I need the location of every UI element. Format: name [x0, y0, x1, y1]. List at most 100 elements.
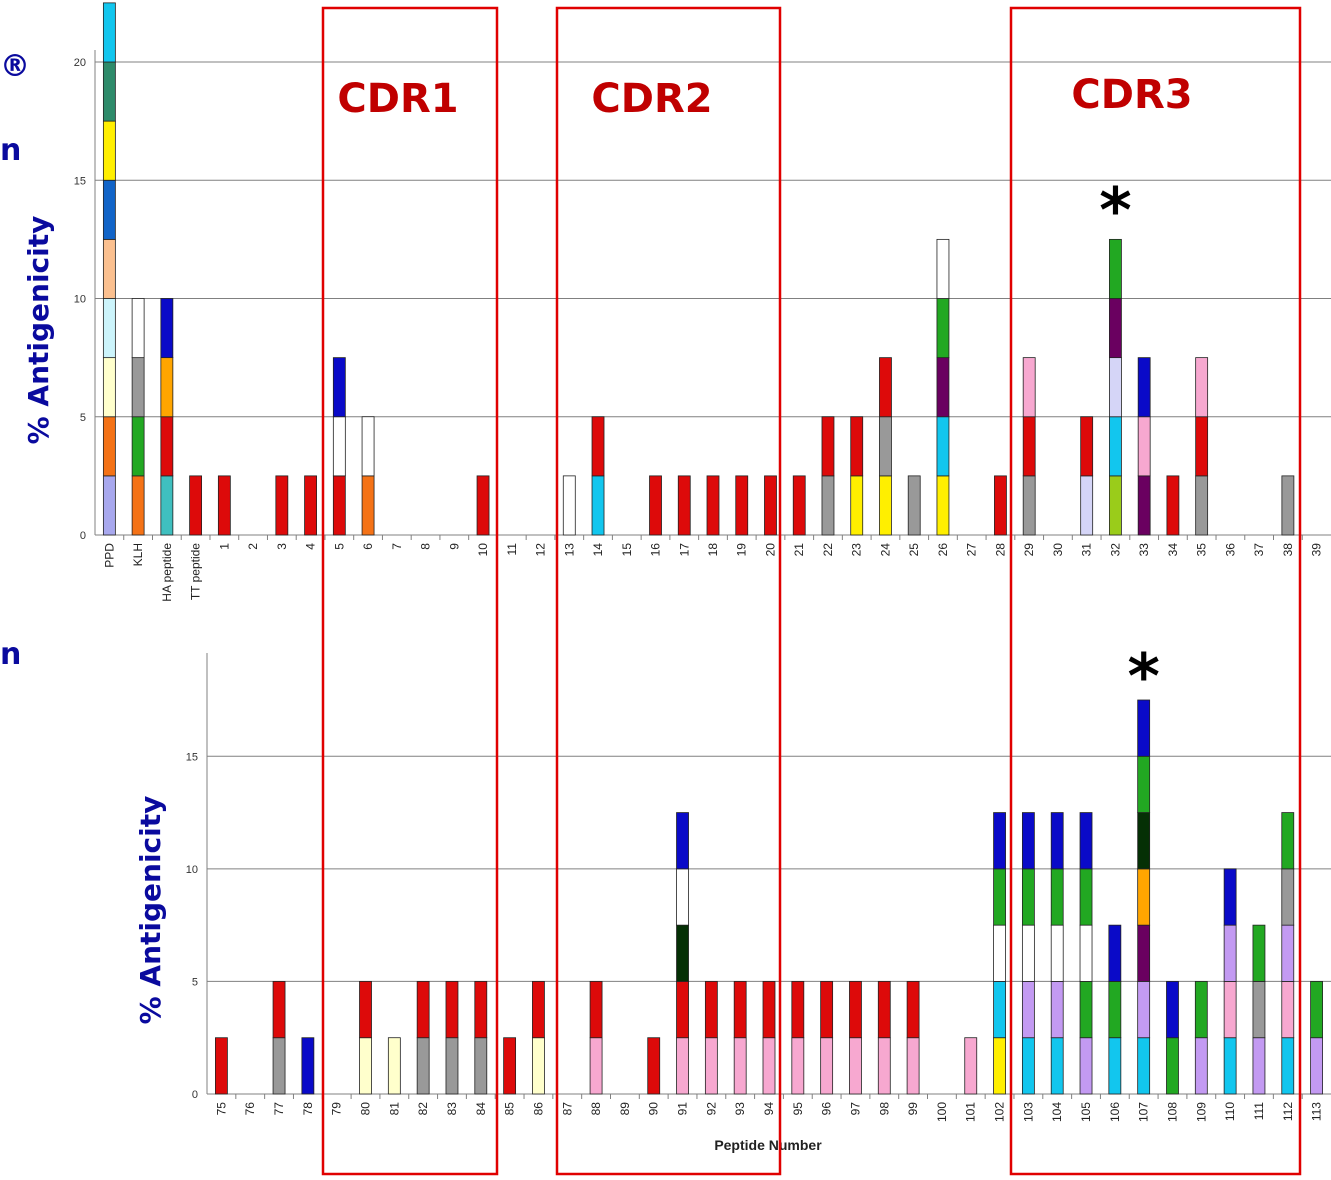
x-tick-label: 90	[647, 1102, 661, 1116]
bar-segment	[936, 475, 950, 536]
x-tick-label: 24	[878, 543, 892, 557]
x-tick-label: 99	[906, 1102, 920, 1116]
bar-segment	[993, 868, 1006, 926]
x-tick-label: 85	[503, 1102, 517, 1116]
bar-segment	[676, 981, 689, 1039]
bar-segment	[850, 475, 864, 536]
bar-segment	[301, 1037, 315, 1095]
bar-segment	[591, 475, 605, 536]
bar-segment	[704, 1037, 718, 1095]
bar-segment	[993, 1037, 1006, 1095]
bar-segment	[733, 1037, 747, 1095]
x-tick-label: TT peptide	[189, 543, 203, 600]
bar-segment	[562, 475, 576, 536]
x-tick-label: 5	[332, 543, 346, 550]
x-tick-label: 110	[1223, 1102, 1237, 1121]
bar-segment	[589, 981, 603, 1039]
bar-segment	[706, 475, 720, 536]
x-tick-label: 35	[1195, 543, 1209, 557]
significance-asterisk: *	[1127, 640, 1159, 713]
bar-segment	[1252, 924, 1266, 982]
side-mark: ®	[0, 49, 30, 84]
bar-segment	[1281, 475, 1295, 536]
bar-segment	[474, 1037, 488, 1095]
bar-segment	[215, 1037, 228, 1095]
bar-segment	[994, 475, 1007, 536]
bar-segment	[1166, 1037, 1179, 1095]
x-tick-label: 102	[993, 1102, 1007, 1122]
bar-segment	[762, 1037, 776, 1095]
x-tick-label: 83	[445, 1102, 459, 1116]
x-tick-label: 12	[534, 543, 548, 557]
bar-segment	[1079, 868, 1093, 926]
x-tick-label: 77	[272, 1102, 286, 1116]
x-tick-label: 108	[1165, 1102, 1179, 1122]
x-tick-label: 106	[1108, 1102, 1122, 1122]
bar-segment	[879, 357, 892, 418]
bar-segment	[445, 981, 459, 1039]
x-tick-label: 98	[877, 1102, 891, 1116]
x-tick-label: 6	[361, 543, 375, 550]
bar-segment	[387, 1037, 401, 1095]
side-mark: n	[0, 637, 21, 672]
bar-segment	[733, 981, 747, 1039]
x-tick-label: 95	[791, 1102, 805, 1116]
x-tick-label: 32	[1108, 543, 1122, 557]
bar-segment	[359, 981, 372, 1039]
cdr-label: CDR2	[591, 76, 712, 122]
bar-segment	[1252, 1037, 1266, 1095]
bar-segment	[160, 298, 174, 359]
bar-segment	[102, 179, 116, 240]
bar-segment	[532, 981, 545, 1039]
bar-segment	[993, 981, 1006, 1039]
x-tick-label: 75	[214, 1102, 228, 1116]
x-tick-label: 88	[589, 1102, 603, 1116]
bar-segment	[275, 475, 289, 536]
y-tick-label: 10	[74, 294, 86, 306]
y-tick-label: 20	[74, 57, 86, 69]
bar-segment	[762, 981, 776, 1039]
x-tick-label: 86	[531, 1102, 545, 1116]
bar-segment	[676, 924, 689, 982]
bar-segment	[532, 1037, 545, 1095]
bar-segment	[102, 2, 116, 63]
bar-segment	[1223, 868, 1237, 926]
x-tick-label: 93	[733, 1102, 747, 1116]
bar-segment	[1022, 475, 1036, 536]
bar-segment	[1281, 924, 1295, 982]
bar-segment	[1137, 416, 1151, 477]
x-tick-label: 80	[359, 1102, 373, 1116]
y-tick-label: 15	[186, 751, 198, 763]
x-tick-label: 4	[304, 543, 318, 550]
x-tick-label: 111	[1252, 1102, 1266, 1121]
bar-segment	[1281, 1037, 1295, 1095]
bar-segment	[1079, 1037, 1093, 1095]
bar-segment	[906, 981, 920, 1039]
x-tick-label: 96	[820, 1102, 834, 1116]
bar-segment	[1166, 475, 1180, 536]
bar-segment	[1021, 812, 1035, 870]
x-tick-label: 25	[907, 543, 921, 557]
x-tick-label: 11	[505, 543, 519, 556]
bar-segment	[1137, 699, 1151, 757]
bar-segment	[272, 1037, 286, 1095]
y-tick-label: 15	[74, 175, 86, 187]
bar-segment	[1137, 812, 1151, 870]
bar-segment	[332, 416, 346, 477]
x-tick-label: 91	[676, 1102, 690, 1116]
bar-segment	[879, 475, 892, 536]
x-tick-label: 38	[1281, 543, 1295, 557]
bar-segment	[877, 981, 891, 1039]
bar-segment	[850, 416, 864, 477]
bar-segment	[1252, 981, 1266, 1039]
x-tick-label: 8	[419, 543, 433, 550]
x-tick-label: 18	[706, 543, 720, 557]
x-tick-label: 84	[474, 1102, 488, 1116]
bar-segment	[1079, 981, 1093, 1039]
bar-segment	[1137, 357, 1151, 418]
bar-segment	[160, 357, 174, 418]
bar-segment	[1223, 1037, 1237, 1095]
x-tick-label: 109	[1194, 1102, 1208, 1122]
x-tick-label: 22	[821, 543, 835, 557]
